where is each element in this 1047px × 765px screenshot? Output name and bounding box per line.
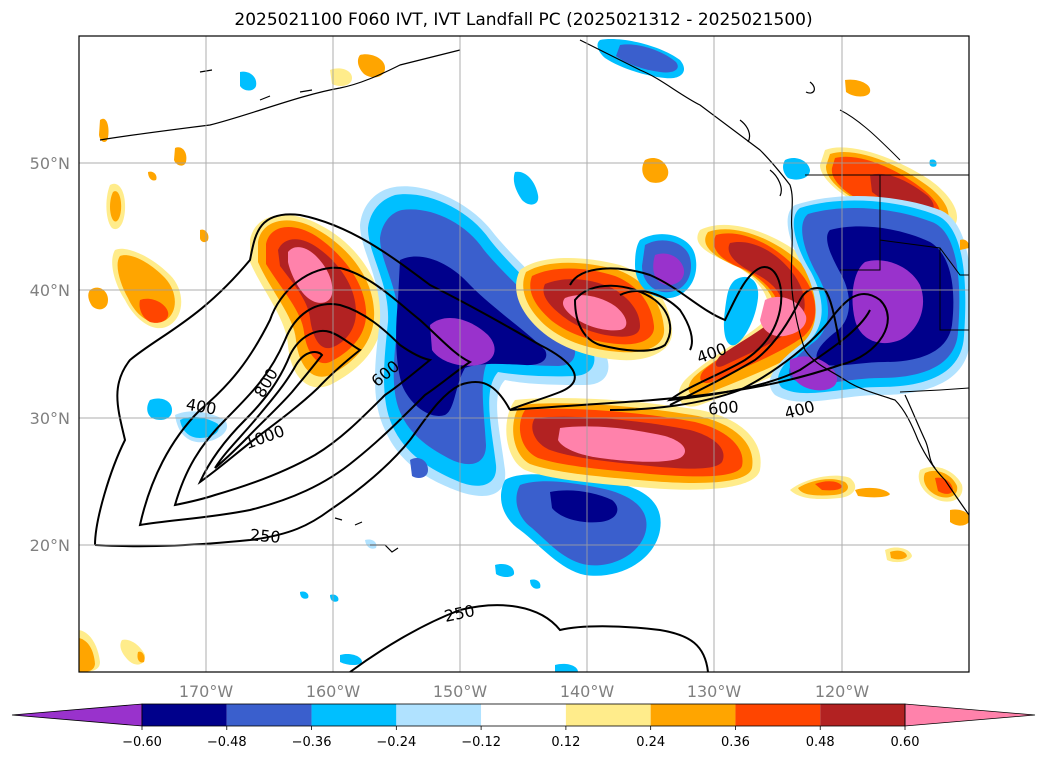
contour-label: 250	[249, 525, 281, 547]
ivt-blob-north-pacific	[250, 214, 383, 388]
contour-label: 600	[707, 397, 739, 419]
contour-label-group: 400 800 1000 600 250 250 400 600 400	[185, 339, 817, 626]
colorbar-label: −0.36	[292, 735, 332, 750]
lon-tick-label: 140°W	[560, 682, 615, 701]
colorbar-segment	[226, 704, 312, 726]
ivt-blob-south-red	[506, 398, 761, 490]
contour-250-north	[94, 213, 889, 546]
colorbar-label: 0.48	[806, 735, 835, 750]
colorbar-label: −0.60	[122, 735, 162, 750]
lon-tick-label: 130°W	[687, 682, 742, 701]
lat-tick-label: 20°N	[30, 536, 70, 555]
colorbar-label: −0.12	[461, 735, 501, 750]
map-plot: 400 800 1000 600 250 250 400 600 400	[79, 36, 969, 672]
colorbar-segment	[396, 704, 482, 726]
plot-frame	[78, 35, 970, 673]
colorbar: −0.60 −0.48 −0.36 −0.24 −0.12 0.12 0.24 0.36 0.4…	[11, 703, 1036, 750]
colorbar-label: 0.24	[636, 735, 665, 750]
colorbar-segment	[565, 704, 651, 726]
colorbar-extend-min	[11, 703, 143, 727]
lat-tick-label: 40°N	[30, 281, 70, 300]
coastlines	[99, 39, 969, 553]
state-borders	[805, 109, 969, 393]
lon-tick-label: 150°W	[433, 682, 488, 701]
contour-600-main	[173, 303, 433, 507]
colorbar-extend-max	[904, 703, 1036, 727]
contour-600-coast	[669, 287, 841, 406]
colorbar-label: −0.48	[207, 735, 247, 750]
contour-250-bottom	[349, 604, 709, 672]
lon-axis: 170°W 160°W 150°W 140°W 130°W 120°W	[179, 682, 870, 701]
colorbar-label: 0.36	[721, 735, 750, 750]
contour-1000	[214, 351, 324, 469]
lon-tick-label: 120°W	[815, 682, 870, 701]
colorbar-label: 0.12	[551, 735, 580, 750]
colorbar-segment	[820, 704, 905, 726]
gridlines	[79, 36, 969, 672]
contour-400-main	[138, 266, 473, 527]
colorbar-segment	[311, 704, 397, 726]
colorbar-label: 0.60	[891, 735, 920, 750]
colorbar-frame	[141, 703, 906, 727]
colorbar-segment	[481, 704, 566, 726]
lat-axis: 20°N 30°N 40°N 50°N	[30, 154, 70, 555]
colorbar-segment	[650, 704, 736, 726]
lon-tick-label: 170°W	[179, 682, 234, 701]
lon-tick-label: 160°W	[306, 682, 361, 701]
contour-600-east	[573, 284, 693, 352]
ivt-blob-central-blue	[360, 171, 661, 576]
colorbar-segment	[142, 704, 227, 726]
map-title: 2025021100 F060 IVT, IVT Landfall PC (20…	[234, 10, 813, 30]
contour-400-east	[569, 266, 871, 402]
lat-tick-label: 30°N	[30, 409, 70, 428]
colorbar-label: −0.24	[376, 735, 416, 750]
colorbar-segment	[735, 704, 821, 726]
lat-tick-label: 50°N	[30, 154, 70, 173]
